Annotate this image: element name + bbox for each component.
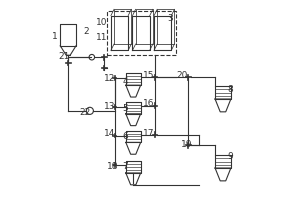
Text: 6: 6 <box>122 132 128 141</box>
Text: 5: 5 <box>122 104 128 113</box>
Text: 15: 15 <box>143 71 155 80</box>
Text: 9: 9 <box>227 152 233 161</box>
Text: 12: 12 <box>104 74 115 83</box>
Text: 14: 14 <box>104 129 115 138</box>
Text: 4: 4 <box>122 77 128 86</box>
Text: 20: 20 <box>177 71 188 80</box>
Text: 2: 2 <box>83 27 89 36</box>
Text: 7: 7 <box>122 162 128 171</box>
Text: 22: 22 <box>79 108 91 117</box>
Text: 3: 3 <box>167 14 172 23</box>
Text: 21: 21 <box>58 52 70 61</box>
Text: 16: 16 <box>143 99 155 108</box>
Text: 11: 11 <box>96 33 107 42</box>
Text: 10: 10 <box>96 18 107 27</box>
Text: 19: 19 <box>181 140 192 149</box>
Bar <box>106 11 176 55</box>
Text: 17: 17 <box>143 129 155 138</box>
Text: 18: 18 <box>107 162 118 171</box>
Text: 8: 8 <box>227 85 233 94</box>
Text: 1: 1 <box>52 32 57 41</box>
Text: 13: 13 <box>104 102 115 111</box>
